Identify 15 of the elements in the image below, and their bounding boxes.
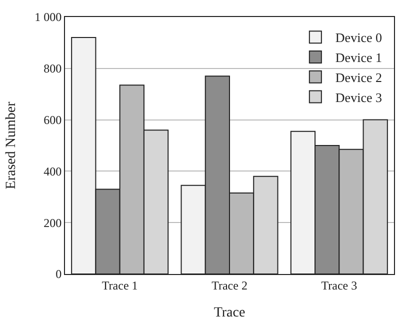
y-tick-label: 0 <box>56 267 62 282</box>
legend-label: Device 2 <box>335 70 382 85</box>
y-tick-label: 1 000 <box>34 10 62 24</box>
x-tick-label: Trace 2 <box>212 278 248 292</box>
x-tick-label: Trace 3 <box>321 278 358 292</box>
legend-label: Device 0 <box>335 30 382 46</box>
x-axis-title: Trace <box>214 306 246 321</box>
legend-label: Device 1 <box>335 50 382 66</box>
y-tick-label: 200 <box>44 216 62 230</box>
y-tick-label: 800 <box>44 62 62 76</box>
y-tick-label: 400 <box>44 164 62 178</box>
x-tick-label: Trace 1 <box>102 278 138 292</box>
y-tick-label: 600 <box>44 113 62 127</box>
y-axis-title: Erased Number <box>4 101 20 190</box>
legend-label: Device 3 <box>335 90 382 105</box>
